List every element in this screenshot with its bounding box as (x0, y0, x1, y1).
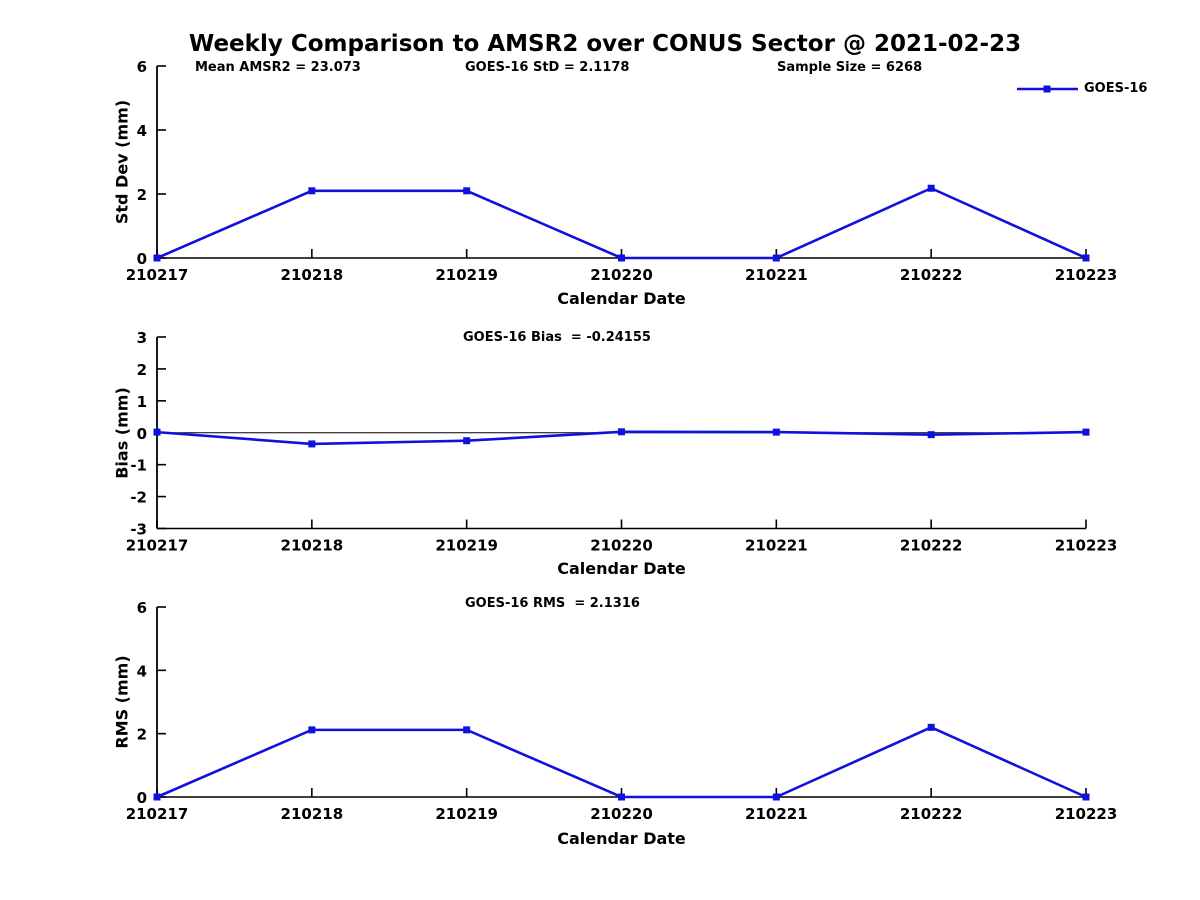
series-marker (153, 254, 161, 262)
y-tick-label: 4 (137, 122, 147, 140)
series-marker (772, 793, 780, 801)
series-marker (772, 254, 780, 262)
x-tick-label: 210222 (900, 805, 963, 823)
x-tick-label: 210219 (435, 266, 498, 284)
series-line-goes16 (156, 725, 1087, 799)
series-marker (927, 723, 935, 731)
legend-marker (1043, 85, 1051, 93)
x-tick-label: 210221 (745, 266, 808, 284)
annotation-goes16-std: GOES-16 StD = 2.1178 (465, 60, 630, 75)
y-tick-label: 4 (137, 662, 147, 680)
y-tick-label: 3 (137, 329, 147, 347)
x-tick-label: 210222 (900, 537, 963, 555)
x-tick-label: 210223 (1055, 805, 1118, 823)
figure-title: Weekly Comparison to AMSR2 over CONUS Se… (188, 31, 1022, 57)
series-marker (1082, 428, 1090, 436)
x-tick-label: 210219 (435, 805, 498, 823)
series-line-goes16 (156, 186, 1087, 260)
series-marker (772, 428, 780, 436)
y-tick-label: 0 (137, 425, 147, 443)
x-tick-label: 210220 (590, 266, 653, 284)
series-marker (618, 428, 625, 436)
series-marker (308, 187, 316, 195)
subplot-bias-title: GOES-16 Bias = -0.24155 (463, 330, 651, 345)
x-tick-label: 210218 (281, 266, 344, 284)
x-tick-label: 210217 (126, 805, 189, 823)
series-marker (463, 437, 471, 445)
annotation-mean-amsr2: Mean AMSR2 = 23.073 (195, 60, 361, 75)
x-tick-label: 210220 (590, 537, 653, 555)
x-tick-label: 210218 (281, 537, 344, 555)
y-tick-label: 2 (137, 726, 147, 744)
series-marker (153, 428, 161, 436)
y-tick-label: -2 (130, 489, 147, 507)
subplot-rms-title: GOES-16 RMS = 2.1316 (465, 596, 640, 611)
series-marker (308, 726, 316, 734)
y-tick-label: 2 (137, 361, 147, 379)
legend-label: GOES-16 (1084, 81, 1148, 96)
x-axis-label-3: Calendar Date (557, 829, 686, 848)
y-tick-label: 0 (137, 789, 147, 807)
series-marker (618, 793, 625, 801)
series-marker (308, 440, 316, 448)
x-tick-label: 210218 (281, 805, 344, 823)
y-tick-label: 0 (137, 250, 147, 268)
annotation-sample-size: Sample Size = 6268 (777, 60, 923, 75)
y-tick-label: 1 (137, 393, 147, 411)
series-marker (1082, 793, 1090, 801)
x-axis-label-1: Calendar Date (557, 289, 686, 308)
y-tick-label: 6 (137, 599, 147, 617)
x-tick-label: 210217 (126, 266, 189, 284)
y-tick-label: 6 (137, 58, 147, 76)
x-tick-label: 210219 (435, 537, 498, 555)
x-tick-label: 210222 (900, 266, 963, 284)
y-tick-label: -1 (130, 457, 147, 475)
x-tick-label: 210223 (1055, 537, 1118, 555)
y-tick-label: -3 (130, 521, 147, 539)
x-tick-label: 210223 (1055, 266, 1118, 284)
series-marker (618, 254, 625, 262)
x-tick-label: 210221 (745, 805, 808, 823)
x-tick-label: 210220 (590, 805, 653, 823)
series-marker (463, 187, 471, 195)
series-marker (463, 726, 471, 734)
series-marker (927, 431, 935, 439)
series-marker (1082, 254, 1090, 262)
series-marker (927, 184, 935, 192)
x-axis-label-2: Calendar Date (557, 559, 686, 578)
series-marker (153, 793, 161, 801)
x-tick-label: 210221 (745, 537, 808, 555)
y-tick-label: 2 (137, 186, 147, 204)
x-tick-label: 210217 (126, 537, 189, 555)
